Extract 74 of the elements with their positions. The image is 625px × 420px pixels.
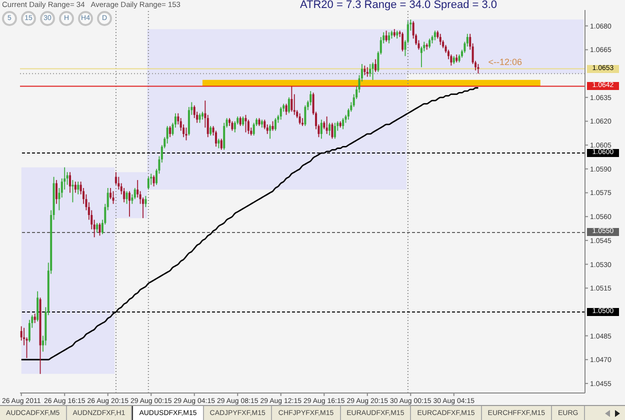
candlestick <box>331 122 334 140</box>
candlestick <box>126 190 128 204</box>
candlestick <box>428 38 431 49</box>
candlestick <box>274 118 276 132</box>
candlestick <box>193 104 196 119</box>
candlestick <box>66 172 68 186</box>
candlestick <box>220 138 222 150</box>
candlestick <box>298 112 301 125</box>
candlestick <box>114 172 117 186</box>
candlestick <box>223 122 226 150</box>
candlestick <box>188 106 190 136</box>
candlestick <box>169 126 172 138</box>
candlestick <box>402 32 404 52</box>
candlestick <box>150 173 152 186</box>
candlestick <box>334 122 336 140</box>
candlestick <box>374 58 376 72</box>
candlestick <box>244 114 247 133</box>
candlestick <box>310 90 312 106</box>
candlestick <box>185 127 188 141</box>
candlestick <box>69 172 72 194</box>
candlestick <box>285 103 288 116</box>
candlestick <box>77 181 80 195</box>
candlestick <box>385 30 388 42</box>
candlestick <box>342 118 344 130</box>
candlestick <box>328 122 331 136</box>
candlestick <box>266 124 268 134</box>
candlestick <box>369 64 372 78</box>
candlestick <box>252 122 255 136</box>
candlestick <box>198 112 201 124</box>
candlestick <box>231 120 234 132</box>
candlestick <box>388 32 390 44</box>
candlestick <box>234 120 236 133</box>
candlestick <box>55 180 58 204</box>
candlestick <box>280 106 282 120</box>
candlestick <box>420 46 422 68</box>
candlestick <box>36 290 39 322</box>
candlestick <box>372 62 374 80</box>
candlestick <box>320 119 322 140</box>
candlestick <box>28 319 30 343</box>
candlestick <box>242 116 244 126</box>
candlestick <box>272 120 274 132</box>
candlestick <box>288 96 290 114</box>
candlestick <box>214 130 217 148</box>
candlestick <box>72 180 74 203</box>
candlestick <box>239 116 242 126</box>
candlestick <box>290 86 293 112</box>
candlestick <box>34 313 36 324</box>
candlestick <box>304 104 306 126</box>
candlestick <box>302 118 304 126</box>
candlestick <box>269 124 272 140</box>
candlestick <box>128 190 130 218</box>
candlestick <box>98 222 101 236</box>
candlestick <box>218 138 220 149</box>
candlestick <box>477 64 480 74</box>
candlestick <box>152 174 155 187</box>
candlestick <box>74 181 76 194</box>
annotation: <--12:06 <box>488 57 522 68</box>
annotation: ATR20 = 7.3 Range = 34.0 Spread = 3.0 <box>300 0 498 11</box>
candlestick <box>144 195 147 208</box>
candlestick <box>20 326 22 342</box>
candlestick <box>112 190 114 204</box>
candlestick <box>118 176 120 190</box>
candlestick <box>210 126 212 136</box>
candlestick <box>326 116 328 134</box>
candlestick <box>264 119 266 130</box>
candlestick <box>364 65 366 76</box>
candlestick <box>247 119 250 134</box>
candlestick <box>134 188 136 200</box>
candlestick <box>96 222 98 233</box>
candlestick <box>110 188 112 200</box>
candlestick <box>434 30 436 41</box>
candlestick <box>366 66 368 78</box>
candlestick <box>439 33 442 46</box>
candlestick <box>147 176 150 190</box>
